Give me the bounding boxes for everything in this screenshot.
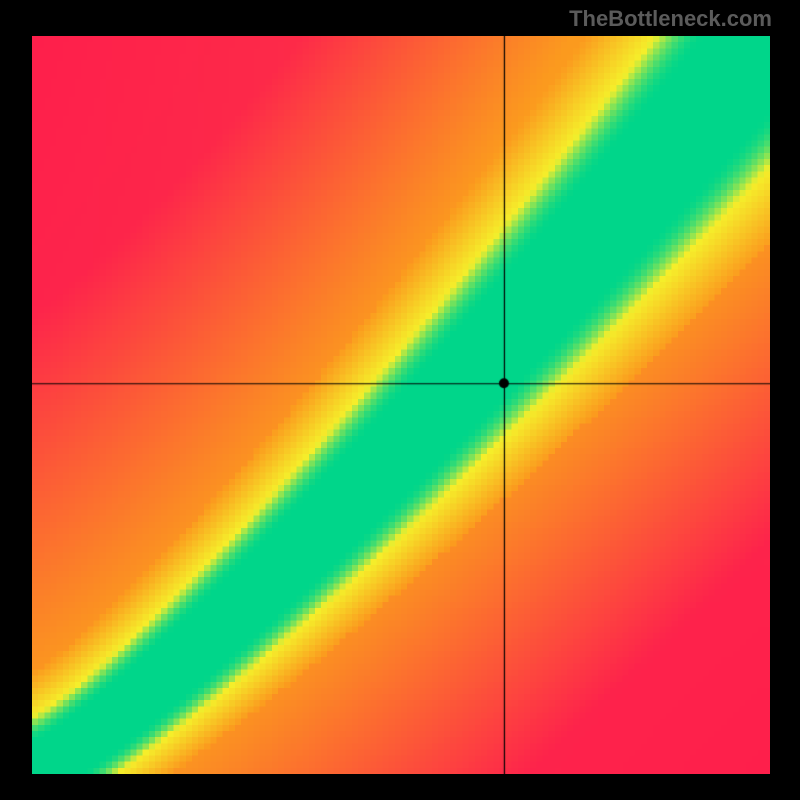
bottleneck-heatmap bbox=[32, 36, 770, 774]
watermark-text: TheBottleneck.com bbox=[569, 6, 772, 32]
chart-container: TheBottleneck.com bbox=[0, 0, 800, 800]
